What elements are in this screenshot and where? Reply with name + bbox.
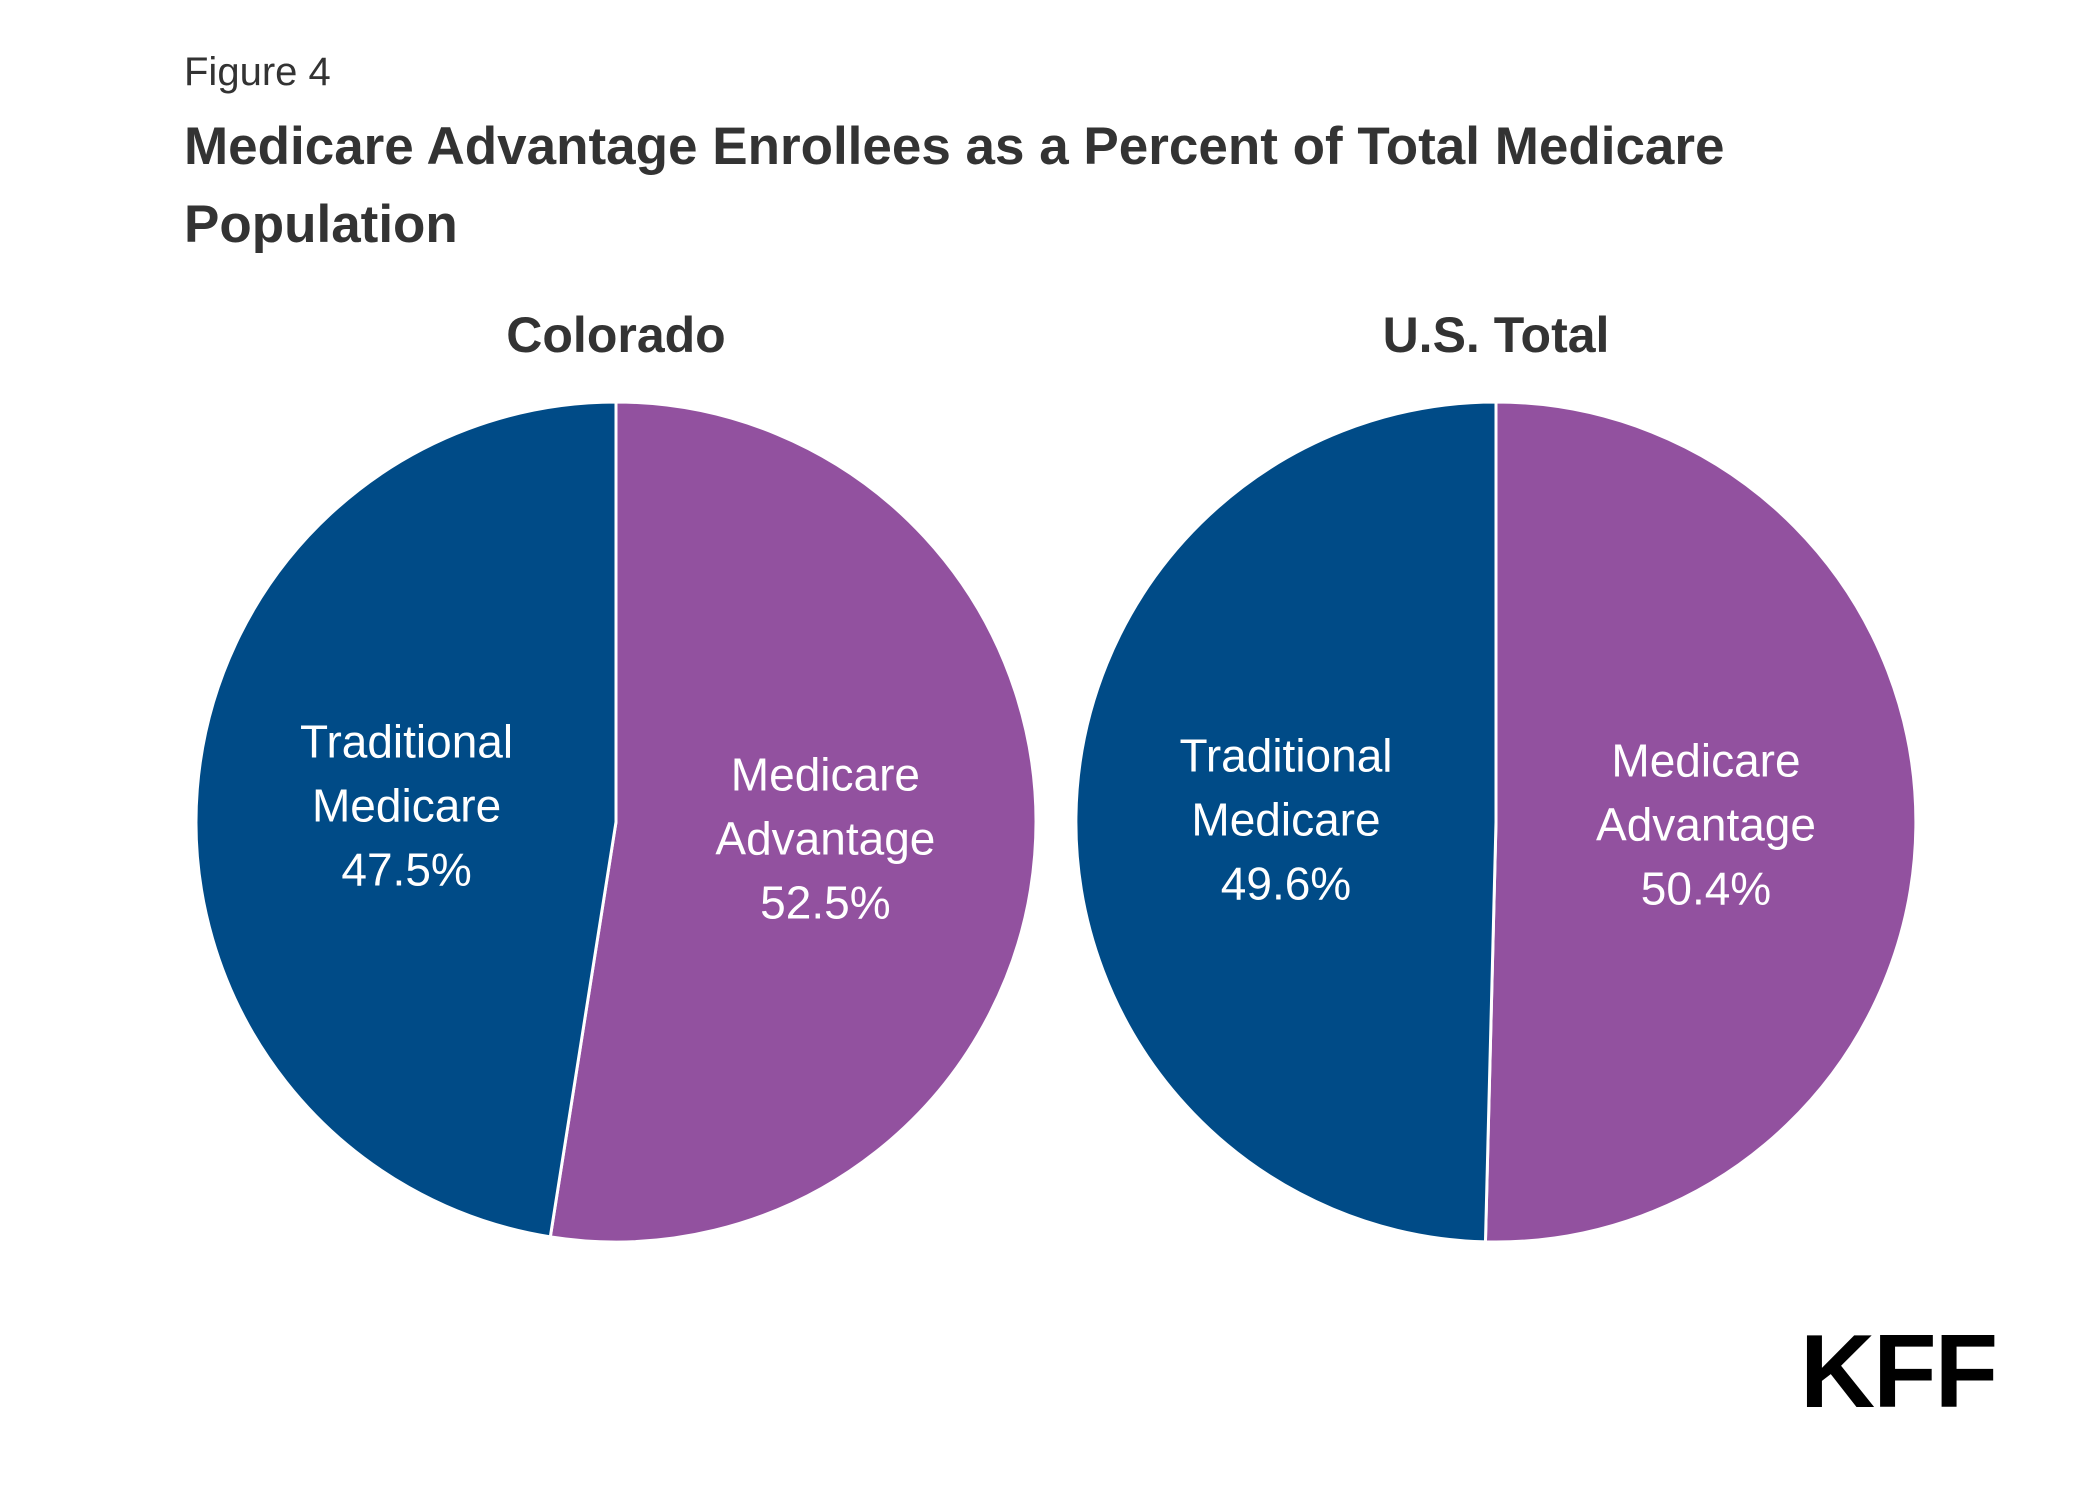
chart-title: Medicare Advantage Enrollees as a Percen… (184, 117, 1725, 254)
kff-logo: KFF (1800, 1314, 1998, 1430)
slice-label: Traditional Medicare 47.5% (300, 716, 513, 896)
pie-slice (548, 400, 1038, 1244)
pie-title: Colorado (506, 307, 725, 363)
slice-label: Medicare Advantage 52.5% (715, 749, 935, 929)
pie-slice (194, 400, 618, 1239)
pie-1: U.S. Total Medicare Advantage 50.4% Traditio… (1074, 307, 1918, 1244)
slice-label: Medicare Advantage 50.4% (1596, 735, 1816, 915)
pie-0: Colorado Medicare Advantage 52.5% Traditiona… (194, 307, 1038, 1244)
pie-slice (1483, 400, 1918, 1244)
slice-label: Traditional Medicare 49.6% (1179, 729, 1392, 909)
pie-title: U.S. Total (1383, 307, 1610, 363)
figure-label: Figure 4 (184, 50, 331, 94)
pie-slice (1074, 400, 1498, 1244)
